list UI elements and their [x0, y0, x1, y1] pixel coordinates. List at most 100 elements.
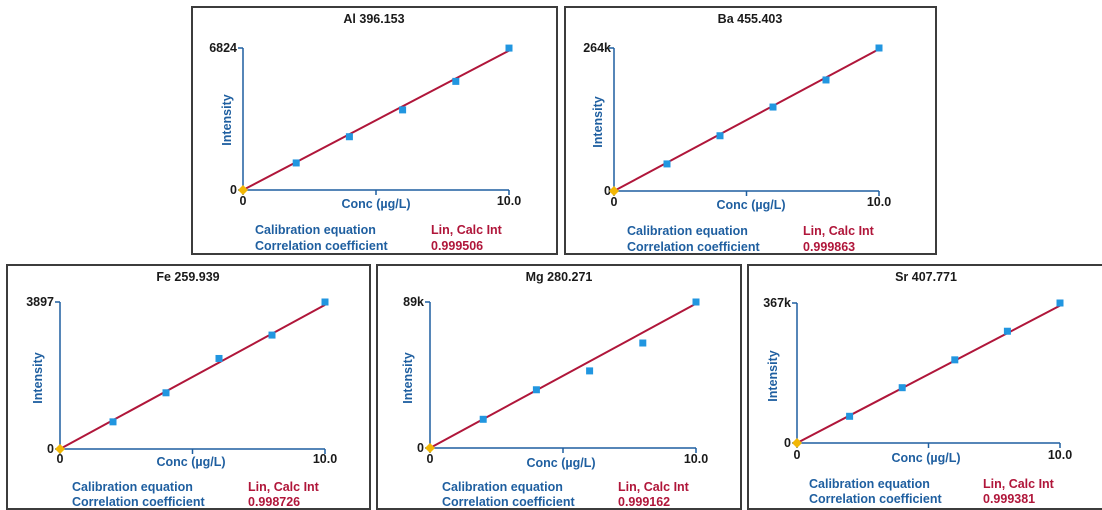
y-axis-label: Intensity [220, 94, 234, 145]
calibration-point [663, 160, 671, 168]
plot-area [238, 44, 513, 195]
correlation-coefficient-value: 0.999381 [983, 492, 1035, 506]
calibration-equation-value: Lin, Calc Int [983, 477, 1055, 491]
x-max-label: 10.0 [313, 452, 337, 466]
calibration-point [321, 298, 329, 306]
y-zero-label: 0 [417, 441, 424, 455]
calibration-point [532, 386, 540, 394]
calibration-point [479, 415, 487, 423]
calibration-point [822, 76, 830, 84]
y-max-label: 3897 [26, 295, 54, 309]
calibration-fit-line [613, 48, 880, 192]
y-max-label: 89k [403, 295, 424, 309]
y-axis-label: Intensity [401, 352, 415, 403]
y-max-label: 367k [763, 296, 791, 310]
y-zero-label: 0 [784, 436, 791, 450]
calibration-equation-label: Calibration equation [255, 223, 376, 237]
chart-title: Sr 407.771 [895, 270, 957, 284]
chart-title: Al 396.153 [343, 12, 404, 26]
plot-area [425, 298, 700, 453]
x-max-label: 10.0 [497, 194, 521, 208]
chart-svg: Sr 407.771 367k 0 Intensity 0 10.0 Conc … [763, 270, 1072, 506]
x-zero-label: 0 [611, 195, 618, 209]
calibration-fit-line [59, 304, 326, 450]
chart-panel-fe: Fe 259.939 3897 0 Intensity 0 10.0 Conc … [6, 264, 371, 510]
correlation-coefficient-value: 0.999506 [431, 239, 483, 253]
calibration-equation-label: Calibration equation [809, 477, 930, 491]
x-zero-label: 0 [57, 452, 64, 466]
calibration-point [846, 412, 854, 420]
y-max-label: 6824 [209, 41, 237, 55]
calibration-fit-line [429, 302, 697, 449]
calibration-point [586, 367, 594, 375]
calibration-fit-line [796, 304, 1061, 444]
x-axis-label: Conc (µg/L) [527, 456, 596, 470]
calibration-point [268, 331, 276, 339]
y-zero-label: 0 [230, 183, 237, 197]
correlation-coefficient-label: Correlation coefficient [442, 495, 575, 508]
calibration-point [1056, 299, 1064, 307]
chart-panel-sr: Sr 407.771 367k 0 Intensity 0 10.0 Conc … [747, 264, 1102, 510]
calibration-point [345, 133, 353, 141]
chart-svg: Al 396.153 6824 0 Intensity 0 10.0 Conc … [209, 12, 521, 253]
chart-panel-ba: Ba 455.403 264k 0 Intensity 0 10.0 Conc … [564, 6, 937, 255]
calibration-point [692, 298, 700, 306]
calibration-equation-value: Lin, Calc Int [803, 224, 875, 238]
plot-area [609, 44, 883, 196]
x-axis-label: Conc (µg/L) [892, 451, 961, 465]
origin-point-marker [792, 438, 802, 448]
calibration-fit-line [242, 49, 510, 191]
chart-svg: Mg 280.271 89k 0 Intensity 0 10.0 Conc (… [401, 270, 708, 508]
calibration-point [898, 384, 906, 392]
correlation-coefficient-value: 0.999863 [803, 240, 855, 253]
y-axis-label: Intensity [31, 352, 45, 403]
calibration-point [505, 44, 513, 52]
calibration-equation-value: Lin, Calc Int [431, 223, 503, 237]
x-axis-label: Conc (µg/L) [342, 197, 411, 211]
chart-svg: Ba 455.403 264k 0 Intensity 0 10.0 Conc … [583, 12, 891, 253]
y-zero-label: 0 [47, 442, 54, 456]
calibration-point [639, 339, 647, 347]
correlation-coefficient-label: Correlation coefficient [627, 240, 760, 253]
origin-point-marker [425, 443, 435, 453]
chart-title: Ba 455.403 [718, 12, 783, 26]
x-max-label: 10.0 [684, 452, 708, 466]
x-axis-label: Conc (µg/L) [157, 455, 226, 469]
calibration-equation-label: Calibration equation [442, 480, 563, 494]
chart-title: Fe 259.939 [156, 270, 219, 284]
x-zero-label: 0 [427, 452, 434, 466]
origin-point-marker [55, 444, 65, 454]
x-zero-label: 0 [794, 448, 801, 462]
y-zero-label: 0 [604, 184, 611, 198]
calibration-point [452, 77, 460, 85]
correlation-coefficient-label: Correlation coefficient [72, 495, 205, 508]
calibration-point [162, 389, 170, 397]
y-axis-label: Intensity [766, 350, 780, 401]
y-max-label: 264k [583, 41, 611, 55]
chart-title: Mg 280.271 [526, 270, 593, 284]
calibration-point [215, 354, 223, 362]
x-zero-label: 0 [240, 194, 247, 208]
correlation-coefficient-value: 0.998726 [248, 495, 300, 508]
calibration-point [716, 132, 724, 140]
calibration-point [769, 103, 777, 111]
calibration-equation-label: Calibration equation [627, 224, 748, 238]
correlation-coefficient-value: 0.999162 [618, 495, 670, 508]
x-axis-label: Conc (µg/L) [717, 198, 786, 212]
calibration-point [875, 44, 883, 52]
correlation-coefficient-label: Correlation coefficient [809, 492, 942, 506]
chart-svg: Fe 259.939 3897 0 Intensity 0 10.0 Conc … [26, 270, 337, 508]
calibration-point [399, 106, 407, 114]
x-max-label: 10.0 [1048, 448, 1072, 462]
origin-point-marker [238, 185, 248, 195]
calibration-point [951, 356, 959, 364]
plot-area [792, 299, 1064, 448]
calibration-point [1003, 327, 1011, 335]
chart-panel-al: Al 396.153 6824 0 Intensity 0 10.0 Conc … [191, 6, 558, 255]
plot-area [55, 298, 329, 454]
correlation-coefficient-label: Correlation coefficient [255, 239, 388, 253]
chart-panel-mg: Mg 280.271 89k 0 Intensity 0 10.0 Conc (… [376, 264, 742, 510]
calibration-point [109, 418, 117, 426]
calibration-point [292, 159, 300, 167]
origin-point-marker [609, 186, 619, 196]
